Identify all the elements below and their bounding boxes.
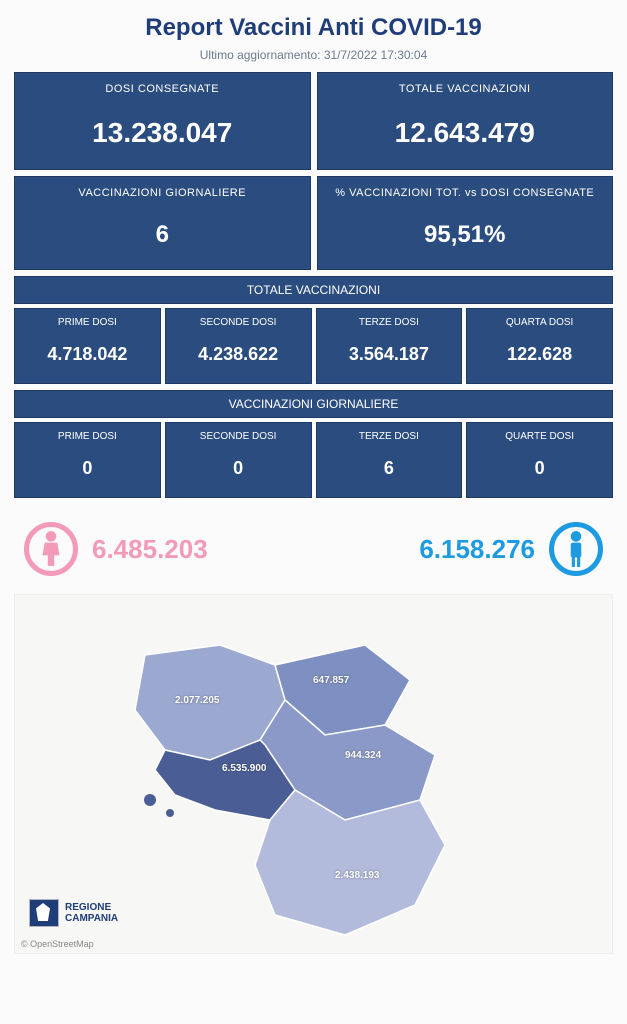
card-label: % VACCINAZIONI TOT. vs DOSI CONSEGNATE [324, 187, 607, 199]
card-vaccinazioni-giornaliere: VACCINAZIONI GIORNALIERE 6 [14, 176, 311, 270]
cell-seconde-dosi: SECONDE DOSI 4.238.622 [165, 308, 312, 384]
card-percentuale: % VACCINAZIONI TOT. vs DOSI CONSEGNATE 9… [317, 176, 614, 270]
male-icon [549, 522, 603, 576]
cell-value: 6 [321, 458, 458, 479]
section-header-giornaliere: VACCINAZIONI GIORNALIERE [14, 390, 613, 418]
cell-seconde-dosi-g: SECONDE DOSI 0 [165, 422, 312, 498]
cell-value: 0 [19, 458, 156, 479]
cell-label: TERZE DOSI [321, 431, 458, 442]
map-label-benevento: 647.857 [313, 675, 349, 686]
cell-quarta-dosi: QUARTA DOSI 122.628 [466, 308, 613, 384]
card-value: 95,51% [324, 221, 607, 249]
card-dosi-consegnate: DOSI CONSEGNATE 13.238.047 [14, 72, 311, 170]
card-label: TOTALE VACCINAZIONI [324, 83, 607, 95]
female-icon [24, 522, 78, 576]
cell-label: PRIME DOSI [19, 317, 156, 328]
map-label-caserta: 2.077.205 [175, 695, 220, 706]
map-label-salerno: 2.438.193 [335, 870, 380, 881]
section-header-totale: TOTALE VACCINAZIONI [14, 276, 613, 304]
cell-prime-dosi-g: PRIME DOSI 0 [14, 422, 161, 498]
cell-quarte-dosi-g: QUARTE DOSI 0 [466, 422, 613, 498]
giornaliere-grid: PRIME DOSI 0 SECONDE DOSI 0 TERZE DOSI 6… [14, 422, 613, 498]
female-value: 6.485.203 [92, 534, 208, 565]
card-totale-vaccinazioni: TOTALE VACCINAZIONI 12.643.479 [317, 72, 614, 170]
cell-prime-dosi: PRIME DOSI 4.718.042 [14, 308, 161, 384]
cell-value: 3.564.187 [321, 344, 458, 365]
top-cards-row2: VACCINAZIONI GIORNALIERE 6 % VACCINAZION… [14, 176, 613, 270]
cell-label: QUARTA DOSI [471, 317, 608, 328]
logo-text: REGIONECAMPANIA [65, 902, 118, 924]
cell-label: SECONDE DOSI [170, 431, 307, 442]
cell-value: 0 [170, 458, 307, 479]
gender-male: 6.158.276 [419, 522, 603, 576]
map-campania: 2.077.205 647.857 6.535.900 944.324 2.43… [14, 594, 613, 954]
cell-value: 4.718.042 [19, 344, 156, 365]
gender-row: 6.485.203 6.158.276 [24, 522, 603, 576]
cell-label: SECONDE DOSI [170, 317, 307, 328]
logo-shield-icon [29, 899, 59, 927]
cell-terze-dosi: TERZE DOSI 3.564.187 [316, 308, 463, 384]
card-value: 13.238.047 [21, 117, 304, 149]
card-label: DOSI CONSEGNATE [21, 83, 304, 95]
card-label: VACCINAZIONI GIORNALIERE [21, 187, 304, 199]
map-label-napoli: 6.535.900 [222, 763, 267, 774]
page-title: Report Vaccini Anti COVID-19 [14, 14, 613, 42]
gender-female: 6.485.203 [24, 522, 208, 576]
cell-value: 4.238.622 [170, 344, 307, 365]
cell-terze-dosi-g: TERZE DOSI 6 [316, 422, 463, 498]
last-update: Ultimo aggiornamento: 31/7/2022 17:30:04 [14, 48, 613, 62]
map-label-avellino: 944.324 [345, 750, 381, 761]
subtitle-prefix: Ultimo aggiornamento: [200, 48, 324, 62]
timestamp: 31/7/2022 17:30:04 [324, 48, 427, 62]
regione-campania-logo: REGIONECAMPANIA [29, 899, 118, 927]
cell-label: TERZE DOSI [321, 317, 458, 328]
cell-value: 0 [471, 458, 608, 479]
totale-grid: PRIME DOSI 4.718.042 SECONDE DOSI 4.238.… [14, 308, 613, 384]
male-value: 6.158.276 [419, 534, 535, 565]
cell-label: QUARTE DOSI [471, 431, 608, 442]
map-attribution: © OpenStreetMap [21, 939, 94, 949]
cell-value: 122.628 [471, 344, 608, 365]
top-cards-row1: DOSI CONSEGNATE 13.238.047 TOTALE VACCIN… [14, 72, 613, 170]
card-value: 12.643.479 [324, 117, 607, 149]
cell-label: PRIME DOSI [19, 431, 156, 442]
card-value: 6 [21, 221, 304, 249]
